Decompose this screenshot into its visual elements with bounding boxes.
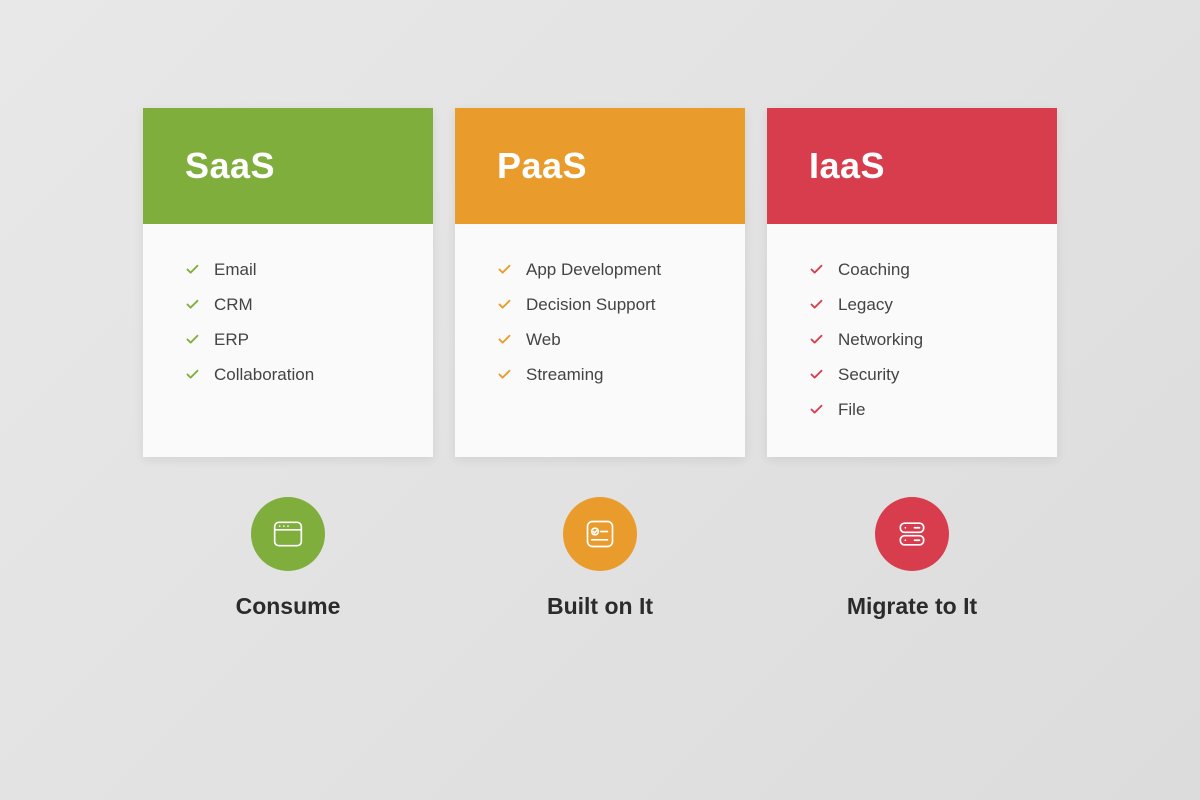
check-icon [809, 402, 824, 417]
list-item: App Development [497, 252, 717, 287]
item-label: ERP [214, 331, 249, 348]
browser-window-icon [251, 497, 325, 571]
check-icon [809, 262, 824, 277]
item-label: File [838, 401, 865, 418]
list-item: Streaming [497, 357, 717, 392]
card-body-paas: App Development Decision Support Web Str… [455, 224, 745, 454]
item-label: App Development [526, 261, 661, 278]
icon-caption: Consume [236, 593, 341, 620]
item-label: Collaboration [214, 366, 314, 383]
card-body-iaas: Coaching Legacy Networking Security File [767, 224, 1057, 457]
list-item: Decision Support [497, 287, 717, 322]
list-item: Email [185, 252, 405, 287]
item-label: Networking [838, 331, 923, 348]
feature-list: Coaching Legacy Networking Security File [809, 252, 1029, 427]
item-label: Email [214, 261, 257, 278]
icon-col-saas: Consume [143, 497, 433, 620]
check-icon [185, 332, 200, 347]
check-icon [497, 297, 512, 312]
checklist-box-icon [563, 497, 637, 571]
card-body-saas: Email CRM ERP Collaboration [143, 224, 433, 454]
card-iaas: IaaS Coaching Legacy Networking Secu [767, 108, 1057, 457]
item-label: Streaming [526, 366, 603, 383]
cards-row: SaaS Email CRM ERP Collaboration [143, 108, 1057, 457]
item-label: Web [526, 331, 561, 348]
list-item: File [809, 392, 1029, 427]
check-icon [497, 332, 512, 347]
list-item: Security [809, 357, 1029, 392]
card-saas: SaaS Email CRM ERP Collaboration [143, 108, 433, 457]
item-label: Decision Support [526, 296, 655, 313]
card-header-saas: SaaS [143, 108, 433, 224]
item-label: Legacy [838, 296, 893, 313]
list-item: Web [497, 322, 717, 357]
card-title: PaaS [497, 145, 587, 187]
icon-col-paas: Built on It [455, 497, 745, 620]
icon-caption: Migrate to It [847, 593, 977, 620]
card-paas: PaaS App Development Decision Support We… [455, 108, 745, 457]
check-icon [185, 262, 200, 277]
card-title: SaaS [185, 145, 275, 187]
check-icon [497, 262, 512, 277]
list-item: Collaboration [185, 357, 405, 392]
card-header-paas: PaaS [455, 108, 745, 224]
check-icon [809, 367, 824, 382]
check-icon [497, 367, 512, 382]
list-item: ERP [185, 322, 405, 357]
feature-list: Email CRM ERP Collaboration [185, 252, 405, 392]
list-item: Networking [809, 322, 1029, 357]
card-header-iaas: IaaS [767, 108, 1057, 224]
check-icon [185, 297, 200, 312]
list-item: Coaching [809, 252, 1029, 287]
icon-col-iaas: Migrate to It [767, 497, 1057, 620]
server-stack-icon [875, 497, 949, 571]
check-icon [185, 367, 200, 382]
icons-row: Consume Built on It Migrate to [143, 497, 1057, 620]
item-label: Security [838, 366, 899, 383]
item-label: CRM [214, 296, 253, 313]
feature-list: App Development Decision Support Web Str… [497, 252, 717, 392]
card-title: IaaS [809, 145, 885, 187]
list-item: Legacy [809, 287, 1029, 322]
icon-caption: Built on It [547, 593, 653, 620]
check-icon [809, 332, 824, 347]
check-icon [809, 297, 824, 312]
list-item: CRM [185, 287, 405, 322]
item-label: Coaching [838, 261, 910, 278]
